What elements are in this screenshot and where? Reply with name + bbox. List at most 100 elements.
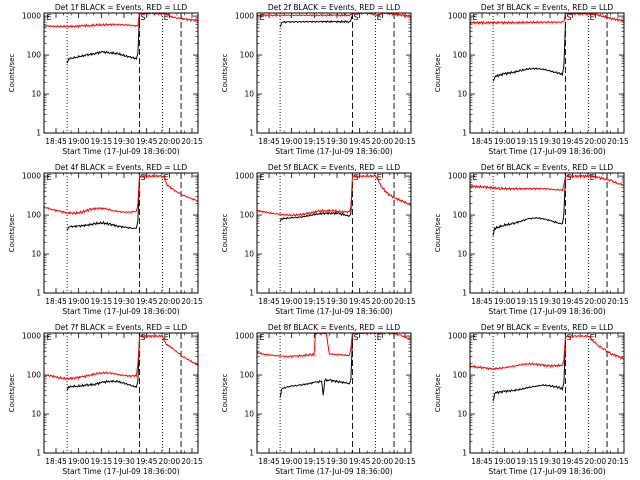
x-axis-label: Start Time (17-Jul-09 18:36:00) bbox=[275, 467, 392, 476]
x-tick-label: 19:00 bbox=[68, 297, 90, 306]
marker-label: E bbox=[260, 13, 265, 22]
marker-label: E bbox=[377, 13, 382, 22]
chart-title: Det 4f BLACK = Events, RED = LLD bbox=[55, 163, 188, 172]
x-tick-label: 18:45 bbox=[45, 297, 67, 306]
y-tick-label: 1000 bbox=[448, 332, 467, 341]
chart-panel: Det 1f BLACK = Events, RED = LLD Counts/s… bbox=[8, 3, 203, 156]
y-tick-label: 10 bbox=[244, 410, 254, 419]
x-tick-label: 19:45 bbox=[562, 137, 584, 146]
x-axis-label: Start Time (17-Jul-09 18:36:00) bbox=[488, 467, 605, 476]
x-tick-label: 19:15 bbox=[304, 137, 326, 146]
y-tick-label: 1000 bbox=[235, 332, 254, 341]
series-line-events bbox=[66, 337, 140, 391]
y-tick-label: 10 bbox=[457, 250, 467, 259]
x-tick-label: 19:45 bbox=[136, 297, 158, 306]
x-tick-label: 19:30 bbox=[113, 297, 135, 306]
x-tick-label: 18:45 bbox=[258, 297, 280, 306]
y-tick-label: 1000 bbox=[235, 172, 254, 181]
x-tick-label: 19:45 bbox=[136, 137, 158, 146]
x-tick-label: 19:00 bbox=[494, 137, 516, 146]
marker-label: E bbox=[260, 173, 265, 182]
marker-label: E bbox=[590, 333, 595, 342]
x-tick-label: 19:45 bbox=[562, 457, 584, 466]
y-axis-label: Counts/sec bbox=[434, 214, 442, 253]
marker-label: E bbox=[377, 173, 382, 182]
y-tick-label: 10 bbox=[31, 410, 41, 419]
x-tick-label: 19:00 bbox=[281, 137, 303, 146]
x-tick-label: 20:00 bbox=[372, 297, 394, 306]
x-tick-label: 19:45 bbox=[349, 297, 371, 306]
y-tick-label: 1000 bbox=[235, 12, 254, 21]
y-tick-label: 1 bbox=[249, 129, 254, 138]
plot-frame bbox=[256, 172, 412, 294]
chart-panel: Det 9f BLACK = Events, RED = LLD Counts/s… bbox=[434, 323, 629, 476]
x-tick-label: 19:00 bbox=[281, 297, 303, 306]
y-tick-label: 10 bbox=[457, 410, 467, 419]
x-tick-label: 19:00 bbox=[281, 457, 303, 466]
y-tick-label: 1 bbox=[249, 289, 254, 298]
y-tick-label: 10 bbox=[31, 90, 41, 99]
x-tick-label: 19:15 bbox=[304, 297, 326, 306]
x-tick-label: 20:00 bbox=[585, 457, 607, 466]
x-tick-label: 20:15 bbox=[607, 297, 629, 306]
chart-title: Det 7f BLACK = Events, RED = LLD bbox=[55, 323, 188, 332]
marker-label: S bbox=[353, 333, 358, 342]
x-axis-label: Start Time (17-Jul-09 18:36:00) bbox=[275, 147, 392, 156]
chart-title: Det 6f BLACK = Events, RED = LLD bbox=[481, 163, 614, 172]
marker-label: S bbox=[566, 173, 571, 182]
x-tick-label: 20:00 bbox=[159, 297, 181, 306]
chart-panel: Det 2f BLACK = Events, RED = LLD Counts/s… bbox=[221, 3, 416, 156]
x-tick-label: 19:15 bbox=[91, 457, 113, 466]
x-tick-label: 18:45 bbox=[45, 457, 67, 466]
series-line-events bbox=[492, 22, 566, 82]
y-tick-label: 100 bbox=[27, 371, 42, 380]
chart-panel: Det 5f BLACK = Events, RED = LLD Counts/s… bbox=[221, 163, 416, 316]
marker-label: E bbox=[164, 333, 169, 342]
x-tick-label: 19:15 bbox=[517, 457, 539, 466]
x-tick-label: 20:15 bbox=[394, 457, 416, 466]
x-axis-label: Start Time (17-Jul-09 18:36:00) bbox=[62, 467, 179, 476]
series-line-events bbox=[66, 17, 140, 64]
x-tick-label: 20:00 bbox=[372, 457, 394, 466]
y-tick-label: 100 bbox=[27, 211, 42, 220]
chart-title: Det 3f BLACK = Events, RED = LLD bbox=[481, 3, 614, 12]
x-tick-label: 20:00 bbox=[159, 137, 181, 146]
y-tick-label: 1000 bbox=[22, 172, 41, 181]
x-tick-label: 19:30 bbox=[539, 137, 561, 146]
x-tick-label: 20:15 bbox=[181, 137, 203, 146]
series-line-events bbox=[279, 15, 353, 28]
x-tick-label: 19:30 bbox=[113, 457, 135, 466]
chart-panel: Det 8f BLACK = Events, RED = LLD Counts/s… bbox=[221, 323, 416, 476]
chart-panel: Det 6f BLACK = Events, RED = LLD Counts/s… bbox=[434, 163, 629, 316]
y-axis-label: Counts/sec bbox=[8, 214, 16, 253]
x-axis-label: Start Time (17-Jul-09 18:36:00) bbox=[62, 147, 179, 156]
plot-frame bbox=[43, 12, 199, 134]
series-line-events bbox=[492, 339, 566, 402]
x-tick-label: 19:00 bbox=[68, 137, 90, 146]
x-tick-label: 20:00 bbox=[372, 137, 394, 146]
marker-label: E bbox=[164, 173, 169, 182]
series-line-lld bbox=[470, 174, 624, 192]
series-line-events bbox=[279, 182, 353, 222]
plot-frame bbox=[469, 12, 625, 134]
y-tick-label: 1 bbox=[462, 449, 467, 458]
marker-label: E bbox=[47, 333, 52, 342]
chart-title: Det 8f BLACK = Events, RED = LLD bbox=[268, 323, 401, 332]
y-tick-label: 1 bbox=[249, 449, 254, 458]
y-tick-label: 1 bbox=[36, 129, 41, 138]
marker-label: S bbox=[140, 13, 145, 22]
x-tick-label: 19:30 bbox=[539, 457, 561, 466]
marker-label: E bbox=[473, 173, 478, 182]
plot-frame bbox=[256, 12, 412, 134]
x-tick-label: 19:15 bbox=[304, 457, 326, 466]
series-line-lld bbox=[470, 13, 624, 25]
chart-panel: Det 7f BLACK = Events, RED = LLD Counts/s… bbox=[8, 323, 203, 476]
y-tick-label: 100 bbox=[453, 211, 468, 220]
series-line-lld bbox=[257, 174, 411, 217]
plot-frame bbox=[469, 332, 625, 454]
marker-label: S bbox=[566, 333, 571, 342]
marker-label: S bbox=[140, 173, 145, 182]
x-tick-label: 19:45 bbox=[349, 457, 371, 466]
